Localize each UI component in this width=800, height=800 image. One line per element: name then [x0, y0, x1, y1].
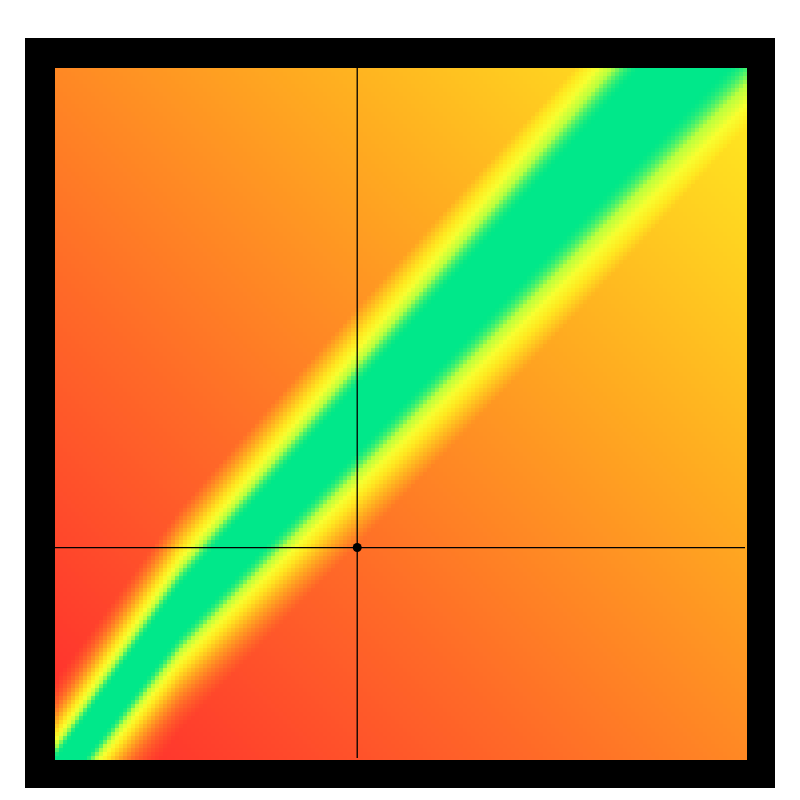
heatmap-canvas	[0, 0, 800, 800]
chart-container: TheBottleneck.com	[0, 0, 800, 800]
